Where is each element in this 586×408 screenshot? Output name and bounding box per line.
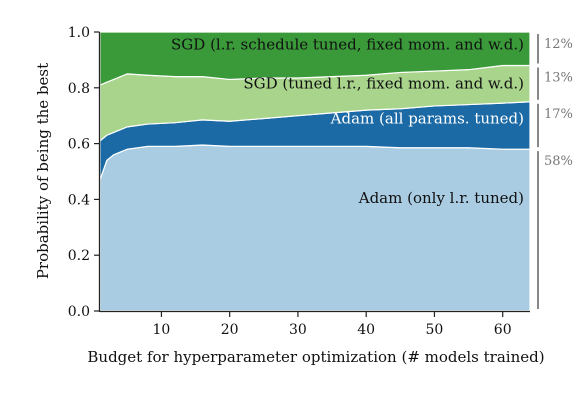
share-percent-label: 13% xyxy=(544,70,573,85)
y-tick-label: 0.6 xyxy=(68,137,90,153)
area-series-4 xyxy=(99,31,531,86)
x-tick-label: 20 xyxy=(221,322,239,338)
axes: 10 20 30 40 50 60 0.0 0.2 0.4 0.6 0.8 1.0 xyxy=(68,25,530,338)
x-tick-label: 60 xyxy=(494,322,512,338)
share-percent-label: 12% xyxy=(544,37,573,52)
x-axis-title: Budget for hyperparameter optimization (… xyxy=(87,348,544,366)
area-layers xyxy=(99,31,531,312)
y-tick-label: 1.0 xyxy=(68,25,90,41)
area-series-1 xyxy=(99,144,531,312)
y-tick-label: 0.2 xyxy=(68,248,90,264)
y-tick-label: 0.8 xyxy=(68,81,90,97)
share-percent-label: 58% xyxy=(544,154,573,169)
y-tick-label: 0.4 xyxy=(68,192,90,208)
series-label: Adam (only l.r. tuned) xyxy=(358,189,524,207)
series-label: SGD (l.r. schedule tuned, fixed mom. and… xyxy=(171,36,524,54)
y-axis-title: Probability of being the best xyxy=(34,63,52,279)
share-percent-label: 17% xyxy=(544,107,573,122)
x-tick-label: 50 xyxy=(426,322,444,338)
x-axis-ticks: 10 20 30 40 50 60 xyxy=(153,311,512,338)
series-labels: Adam (only l.r. tuned) Adam (all params. … xyxy=(171,36,524,207)
y-tick-label: 0.0 xyxy=(68,304,90,320)
x-tick-label: 30 xyxy=(289,322,307,338)
y-axis-ticks: 0.0 0.2 0.4 0.6 0.8 1.0 xyxy=(68,25,100,320)
series-label: SGD (tuned l.r., fixed mom. and w.d.) xyxy=(243,75,524,93)
share-brackets: 58% 17% 13% 12% xyxy=(537,34,573,309)
x-tick-label: 40 xyxy=(357,322,375,338)
series-label: Adam (all params. tuned) xyxy=(330,109,524,127)
x-tick-label: 10 xyxy=(153,322,171,338)
